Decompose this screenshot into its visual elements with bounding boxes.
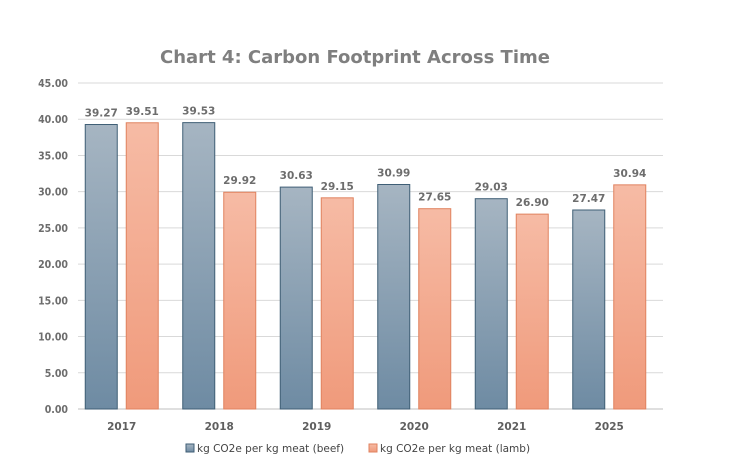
bar-beef-2017 [84,124,118,410]
data-label: 30.94 [613,168,646,180]
y-axis: 0.00 5.00 10.00 15.00 20.00 25.00 30.00 35.00 40… [38,78,68,416]
x-tick-label: 2018 [205,421,234,433]
x-tick-label: 2021 [497,421,526,433]
bar-beef-2020 [377,183,411,410]
x-axis: 2017 2018 2019 2020 2021 2025 [107,421,624,433]
gridlines [78,82,663,410]
bar-beef-2025 [572,209,606,410]
data-label: 29.15 [321,181,354,193]
bar-lamb-2025 [613,184,647,410]
legend-swatch [368,443,378,453]
data-label: 30.63 [280,170,313,182]
data-label: 39.51 [126,106,159,118]
bar-beef-2018 [182,122,216,410]
y-tick-label: 40.00 [38,114,68,126]
x-tick-label: 2025 [595,421,624,433]
data-label: 27.47 [572,193,605,205]
y-tick-label: 30.00 [38,187,68,199]
y-tick-label: 5.00 [45,368,69,380]
data-label: 39.53 [182,106,215,118]
data-label: 30.99 [377,167,410,179]
bar-lamb-2020 [418,208,452,410]
x-tick-label: 2017 [107,421,136,433]
y-tick-label: 10.00 [38,332,68,344]
x-tick-label: 2020 [400,421,429,433]
bar-lamb-2017 [125,122,159,410]
y-tick-label: 45.00 [38,78,68,90]
bars [84,122,647,410]
data-label: 29.92 [223,175,256,187]
bar-beef-2021 [474,198,508,410]
y-tick-label: 15.00 [38,295,68,307]
data-label: 39.27 [85,108,118,120]
bar-lamb-2021 [515,213,549,410]
data-label: 27.65 [418,192,451,204]
legend-swatch [185,443,195,453]
y-tick-label: 35.00 [38,150,68,162]
chart-title: Chart 4: Carbon Footprint Across Time [160,47,550,68]
data-labels: 39.27 39.51 39.53 29.92 30.63 29.15 30.99 27.65… [85,106,647,209]
y-tick-label: 0.00 [45,404,69,416]
bar-lamb-2019 [320,197,354,410]
bar-lamb-2018 [223,191,257,410]
x-tick-label: 2019 [302,421,331,433]
y-tick-label: 20.00 [38,259,68,271]
bar-beef-2019 [279,186,313,410]
legend: kg CO2e per kg meat (beef) kg CO2e per kg… [185,443,530,455]
data-label: 26.90 [516,197,549,209]
legend-label: kg CO2e per kg meat (beef) [197,443,344,455]
data-label: 29.03 [475,182,508,194]
legend-label: kg CO2e per kg meat (lamb) [380,443,530,455]
y-tick-label: 25.00 [38,223,68,235]
